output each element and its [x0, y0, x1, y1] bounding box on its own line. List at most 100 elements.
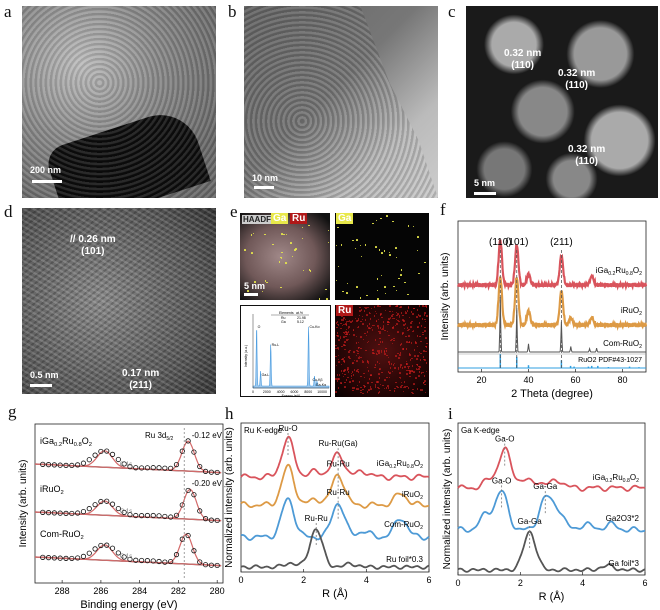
map-dot [337, 387, 340, 389]
map-dot [414, 355, 416, 357]
map-dot [371, 329, 374, 332]
map-dot [424, 380, 426, 382]
map-dot [343, 336, 345, 338]
map-dot [345, 324, 348, 326]
data-point [45, 462, 52, 468]
x-tick-label: 40 [523, 375, 533, 385]
map-dot [388, 251, 391, 254]
c1s-label: C 1s [120, 554, 132, 560]
data-point [127, 464, 133, 470]
map-dot [378, 249, 381, 251]
map-dot [425, 362, 428, 364]
series-label: iGa0.2Ru0.8O2 [40, 436, 92, 448]
map-dot [340, 327, 342, 330]
map-dot [392, 327, 394, 329]
map-dot [351, 362, 354, 365]
scale-bar [254, 186, 274, 189]
data-point [40, 554, 46, 560]
map-dot [408, 365, 410, 368]
map-dot [348, 326, 350, 328]
map-dot [343, 332, 346, 335]
map-dot [396, 305, 398, 307]
map-dot [356, 286, 358, 288]
map-dot [391, 310, 394, 313]
plot-frame [240, 422, 430, 573]
map-dot [340, 363, 343, 366]
map-dot [384, 292, 387, 295]
map-dot [244, 249, 246, 251]
data-point [173, 512, 180, 518]
map-dot [377, 318, 380, 321]
map-dot [353, 334, 355, 336]
map-dot [353, 351, 355, 353]
map-dot [424, 383, 426, 386]
map-dot [382, 326, 385, 328]
data-point [197, 508, 203, 514]
map-dot [397, 367, 400, 369]
map-dot [386, 330, 389, 333]
fringe-annotation: // 0.26 nm (101) [70, 234, 116, 257]
x-tick-label: 10000 [317, 390, 327, 394]
shift-label: -0.12 eV [192, 431, 223, 440]
panel-label-c: c [448, 2, 456, 21]
data-point [51, 510, 57, 516]
scale-label: 0.5 nm [30, 370, 59, 380]
map-dot [416, 326, 419, 329]
map-dot [327, 241, 330, 244]
map-dot [366, 331, 369, 333]
map-dot [413, 371, 415, 373]
plot-frame [457, 220, 647, 373]
map-dot [424, 312, 426, 314]
map-dot [405, 312, 407, 314]
map-dot [414, 341, 417, 343]
data-point [208, 517, 214, 523]
map-dot [394, 387, 396, 390]
data-point [150, 512, 156, 519]
data-point [86, 550, 92, 556]
map-dot [357, 350, 359, 353]
map-dot [424, 359, 426, 361]
peak-label: Ga-L [262, 373, 270, 377]
map-dot [341, 319, 343, 321]
data-point [138, 557, 145, 564]
map-dot [280, 256, 282, 259]
map-dot [400, 306, 403, 308]
data-point [162, 513, 168, 520]
map-dot [382, 324, 385, 327]
panel-label-g: g [8, 402, 17, 421]
map-dot [381, 371, 383, 374]
eds-chart: 0 2000 4000 6000 8000 10000 Energy (eV) Intensi… [244, 311, 330, 396]
panel-label-b: b [228, 2, 237, 21]
map-dot [374, 366, 376, 369]
series-label: iRuO2 [402, 490, 423, 501]
series-label: Com-RuO2 [384, 520, 423, 531]
map-dot [345, 321, 348, 324]
map-dot [372, 324, 374, 327]
scale-label: 5 nm [244, 281, 266, 291]
peak-label: Ru-L [272, 343, 280, 347]
map-dot [365, 349, 367, 352]
map-dot [341, 315, 343, 318]
x-tick-label: 286 [93, 586, 108, 596]
map-dot [308, 224, 310, 227]
map-dot [411, 357, 413, 360]
data-point [92, 502, 98, 508]
map-dot [346, 282, 348, 285]
map-dot [419, 359, 422, 361]
map-dot [366, 366, 369, 369]
map-dot [372, 222, 374, 225]
y-axis-label: Normalized intensity (arb. units) [224, 427, 235, 568]
map-dot [411, 365, 414, 367]
data-point [197, 559, 203, 565]
map-dot [337, 347, 339, 349]
map-dot [407, 329, 409, 332]
map-dot [357, 347, 360, 349]
data-point [191, 548, 197, 554]
map-dot [416, 316, 418, 318]
data-point [197, 463, 203, 470]
map-dot [357, 388, 359, 390]
data-point [69, 462, 75, 469]
data-point [115, 550, 121, 556]
map-dot [358, 357, 360, 359]
map-dot [336, 374, 339, 376]
